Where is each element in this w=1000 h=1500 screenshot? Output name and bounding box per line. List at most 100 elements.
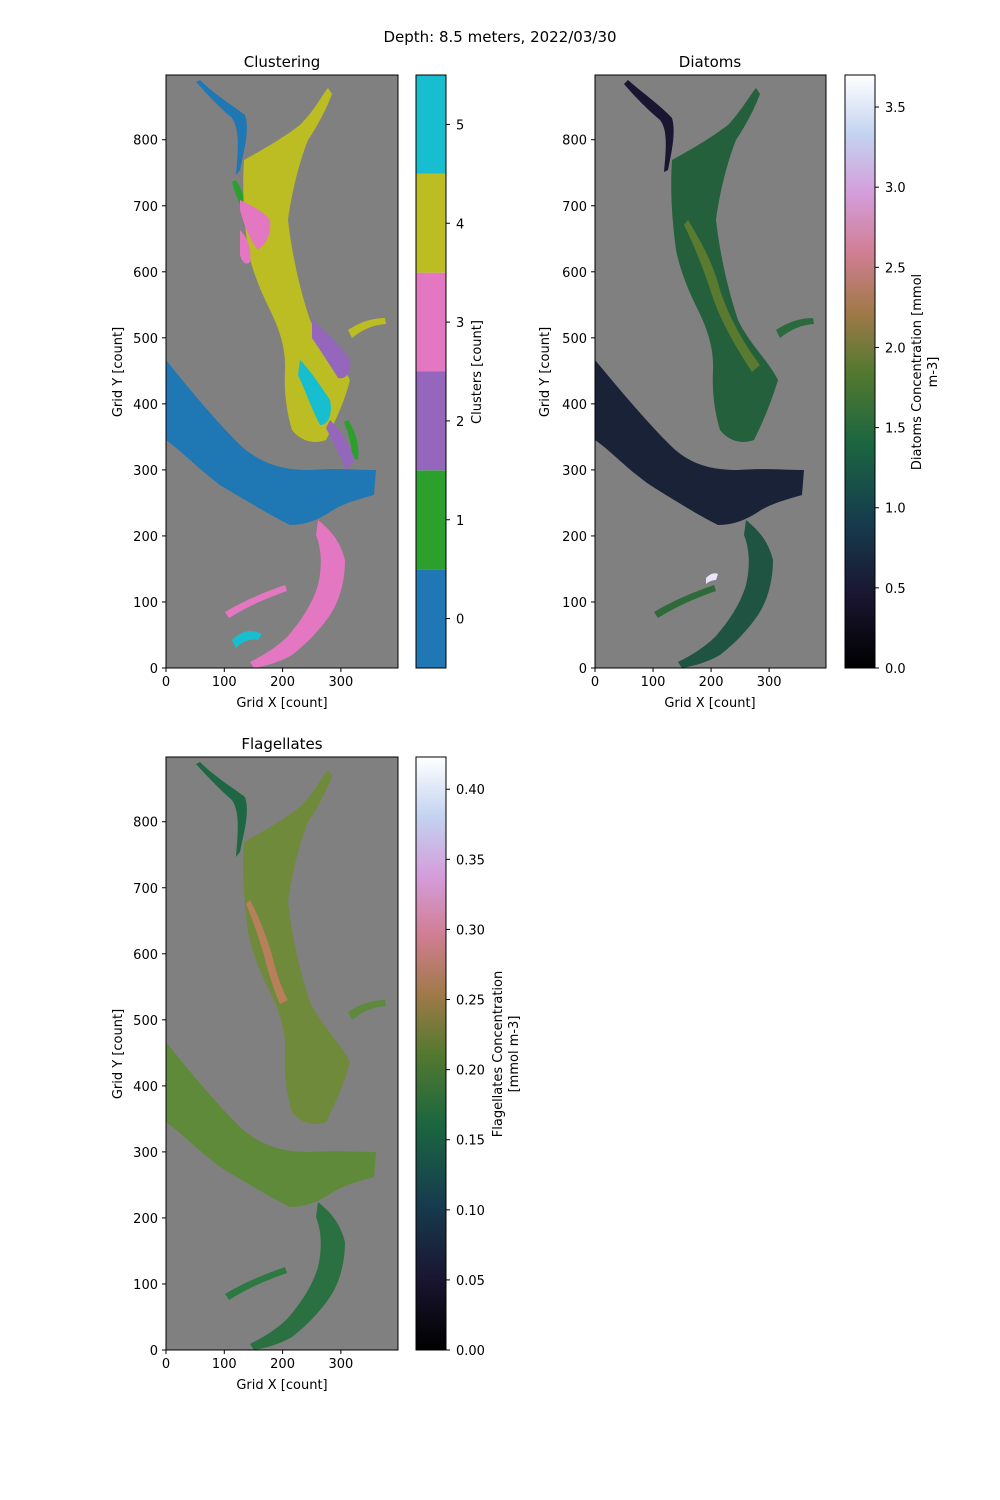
cluster-3-north-patch [240, 200, 271, 250]
colorbar-clusters: 0 1 2 3 4 5 [415, 74, 464, 669]
cluster-0-north-inlet [196, 80, 247, 175]
y-tick-label: 400 [562, 398, 587, 413]
colorbar-tick-label: 0.00 [456, 1344, 485, 1359]
colorbar-tick-label: 0.15 [456, 1134, 485, 1149]
y-tick-label: 600 [133, 948, 158, 963]
colorbar-flagellates [415, 756, 447, 1351]
x-axis-label: Grid X [count] [664, 696, 755, 711]
x-tick-label: 300 [328, 675, 353, 690]
y-tick-label: 500 [562, 332, 587, 347]
eastern-inlet [348, 1000, 386, 1020]
strait-of-georgia-region [595, 360, 804, 525]
cluster-3-puget-inlet [225, 585, 287, 618]
eastern-inlet [776, 318, 814, 338]
panel-title-diatoms: Diatoms [679, 53, 742, 71]
x-tick-label: 200 [270, 675, 295, 690]
cluster-3-north-patch-2 [240, 230, 251, 264]
y-tick-label: 800 [133, 816, 158, 831]
cluster-2-region-south [326, 420, 355, 470]
colorbar-label-clusters: Clusters [count] [470, 320, 485, 424]
y-tick-label: 300 [133, 464, 158, 479]
y-tick-label: 600 [133, 266, 158, 281]
x-tick-label: 0 [162, 1357, 170, 1372]
x-axis-label: Grid X [count] [236, 696, 327, 711]
cluster-3-puget-sound [250, 520, 345, 668]
y-tick-label: 200 [562, 530, 587, 545]
axes-frame [165, 74, 399, 669]
panel-title-flagellates: Flagellates [241, 735, 322, 753]
colorbar-tick-label: 0 [456, 613, 464, 628]
panel-diatoms: Diatoms 0 100 200 300 0 100 200 300 400 500 600 700… [538, 53, 941, 711]
y-tick-label: 600 [562, 266, 587, 281]
colorbar-label-line-2: m-3] [926, 357, 941, 388]
y-tick-label: 500 [133, 332, 158, 347]
colorbar-segment [416, 470, 446, 570]
panel-title-clustering: Clustering [244, 53, 320, 71]
colorbar-tick-label: 3.5 [885, 101, 906, 116]
axes-frame [594, 74, 827, 669]
figure-suptitle: Depth: 8.5 meters, 2022/03/30 [383, 28, 616, 46]
y-tick-label: 800 [562, 134, 587, 149]
colorbar-tick-label: 2.0 [885, 341, 906, 356]
northern-inlet [196, 762, 247, 857]
colorbar-tick-label: 1 [456, 514, 464, 529]
colorbar-label-line-2: [mmol m-3] [507, 1016, 522, 1093]
flagellates-map [166, 762, 386, 1350]
cluster-0-region [166, 360, 376, 525]
y-tick-label: 300 [562, 464, 587, 479]
axes-frame [165, 756, 399, 1351]
colorbar-ticks-flagellates: 0.00 0.05 0.10 0.15 0.20 0.25 0.30 0.35 0.40 [446, 783, 485, 1359]
strait-of-georgia-region [166, 1042, 376, 1207]
y-tick-label: 0 [150, 1344, 158, 1359]
colorbar-segment [416, 272, 446, 372]
cluster-1-east [344, 420, 359, 460]
y-tick-label: 300 [133, 1146, 158, 1161]
main-channel-region [243, 770, 350, 1124]
y-tick-label: 400 [133, 1080, 158, 1095]
x-tick-label: 100 [212, 1357, 237, 1372]
x-tick-label: 300 [757, 675, 782, 690]
puget-sound-inlet [654, 585, 716, 618]
cluster-2-region [312, 320, 351, 379]
high-concentration-band [684, 220, 760, 372]
panel-clustering: Clustering 0 100 [111, 53, 485, 711]
colorbar-ticks-diatoms: 0.0 0.5 1.0 1.5 2.0 2.5 3.0 3.5 [875, 101, 906, 677]
colorbar-tick-label: 0.10 [456, 1204, 485, 1219]
colorbar-tick-label: 0.5 [885, 582, 906, 597]
colorbar-label-line-1: Flagellates Concentration [491, 971, 506, 1137]
y-tick-label: 400 [133, 398, 158, 413]
y-axis-label: Grid Y [count] [538, 327, 553, 417]
x-tick-label: 0 [162, 675, 170, 690]
colorbar-tick-label: 1.5 [885, 422, 906, 437]
panel-flagellates: Flagellates 0 100 200 300 0 100 200 300 400 500 60… [111, 735, 522, 1393]
x-tick-label: 0 [591, 675, 599, 690]
colorbar-segment [416, 75, 446, 174]
colorbar-segment [416, 569, 446, 668]
colorbar-segment [416, 173, 446, 273]
colorbar-tick-label: 0.0 [885, 662, 906, 677]
axis-ticks: 0 100 200 300 0 100 200 300 400 500 600 700 800 [562, 134, 781, 690]
puget-sound-inlet [225, 1267, 287, 1300]
colorbar-tick-label: 0.40 [456, 783, 485, 798]
y-tick-label: 100 [133, 596, 158, 611]
colorbar-tick-label: 0.20 [456, 1064, 485, 1079]
x-axis-label: Grid X [count] [236, 1378, 327, 1393]
colorbar-label-flagellates: Flagellates Concentration [mmol m-3] [491, 971, 522, 1137]
high-value-spot [706, 573, 718, 584]
colorbar-tick-label: 2.5 [885, 261, 906, 276]
x-tick-label: 200 [699, 675, 724, 690]
x-tick-label: 100 [212, 675, 237, 690]
colorbar-tick-label: 3 [456, 316, 464, 331]
axis-ticks: 0 100 200 300 0 100 200 300 400 500 600 700 800 [133, 134, 353, 690]
colorbar-tick-label: 0.25 [456, 994, 485, 1009]
y-tick-label: 800 [133, 134, 158, 149]
puget-sound-region [678, 520, 773, 668]
y-axis-label: Grid Y [count] [111, 327, 126, 417]
colorbar-tick-label: 0.05 [456, 1274, 485, 1289]
x-tick-label: 200 [270, 1357, 295, 1372]
colorbar-segment [416, 371, 446, 471]
colorbar-diatoms [844, 74, 876, 669]
colorbar-tick-label: 4 [456, 217, 464, 232]
y-tick-label: 700 [133, 882, 158, 897]
